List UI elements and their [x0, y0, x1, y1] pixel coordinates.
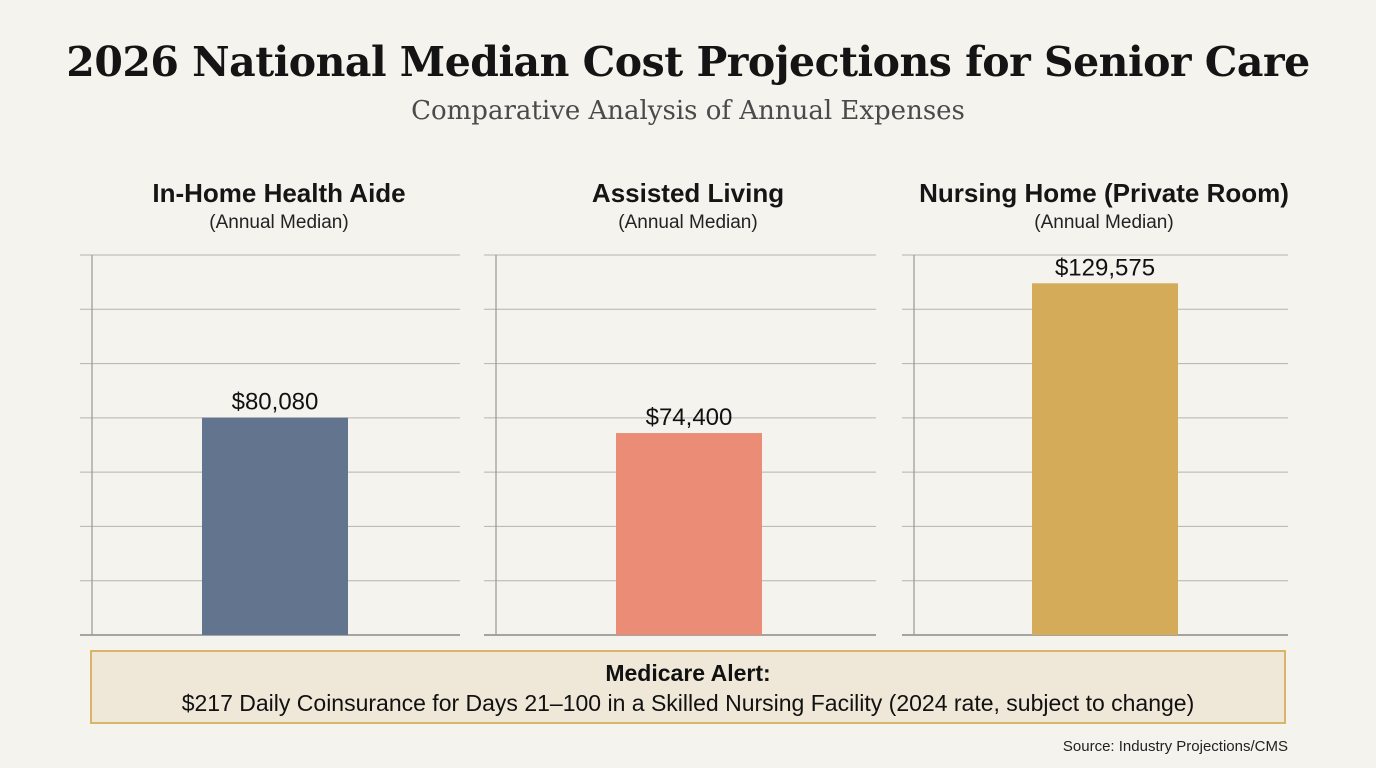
bar	[1032, 283, 1178, 635]
source-note: Source: Industry Projections/CMS	[1062, 738, 1288, 755]
panel-subtitle-nursing-home: (Annual Median)	[1034, 212, 1174, 233]
panel-title-assisted-living: Assisted Living	[591, 178, 785, 208]
data-label: $129,575	[1055, 254, 1155, 281]
panel-subtitle-assisted-living: (Annual Median)	[618, 212, 758, 233]
panel-title-nursing-home: Nursing Home (Private Room)	[919, 178, 1289, 208]
data-label: $74,400	[646, 404, 733, 431]
bar	[616, 433, 762, 635]
chart-subtitle: Comparative Analysis of Annual Expenses	[411, 96, 965, 126]
panel-title-in-home: In-Home Health Aide	[152, 178, 406, 208]
data-label: $80,080	[232, 389, 319, 416]
alert-text: $217 Daily Coinsurance for Days 21–100 i…	[181, 690, 1195, 716]
chart-title: 2026 National Median Cost Projections fo…	[66, 38, 1310, 86]
bar	[202, 417, 348, 635]
panel-subtitle-in-home: (Annual Median)	[209, 212, 349, 233]
medicare-alert-box: Medicare Alert: $217 Daily Coinsurance f…	[90, 650, 1286, 724]
alert-title: Medicare Alert:	[605, 660, 771, 686]
